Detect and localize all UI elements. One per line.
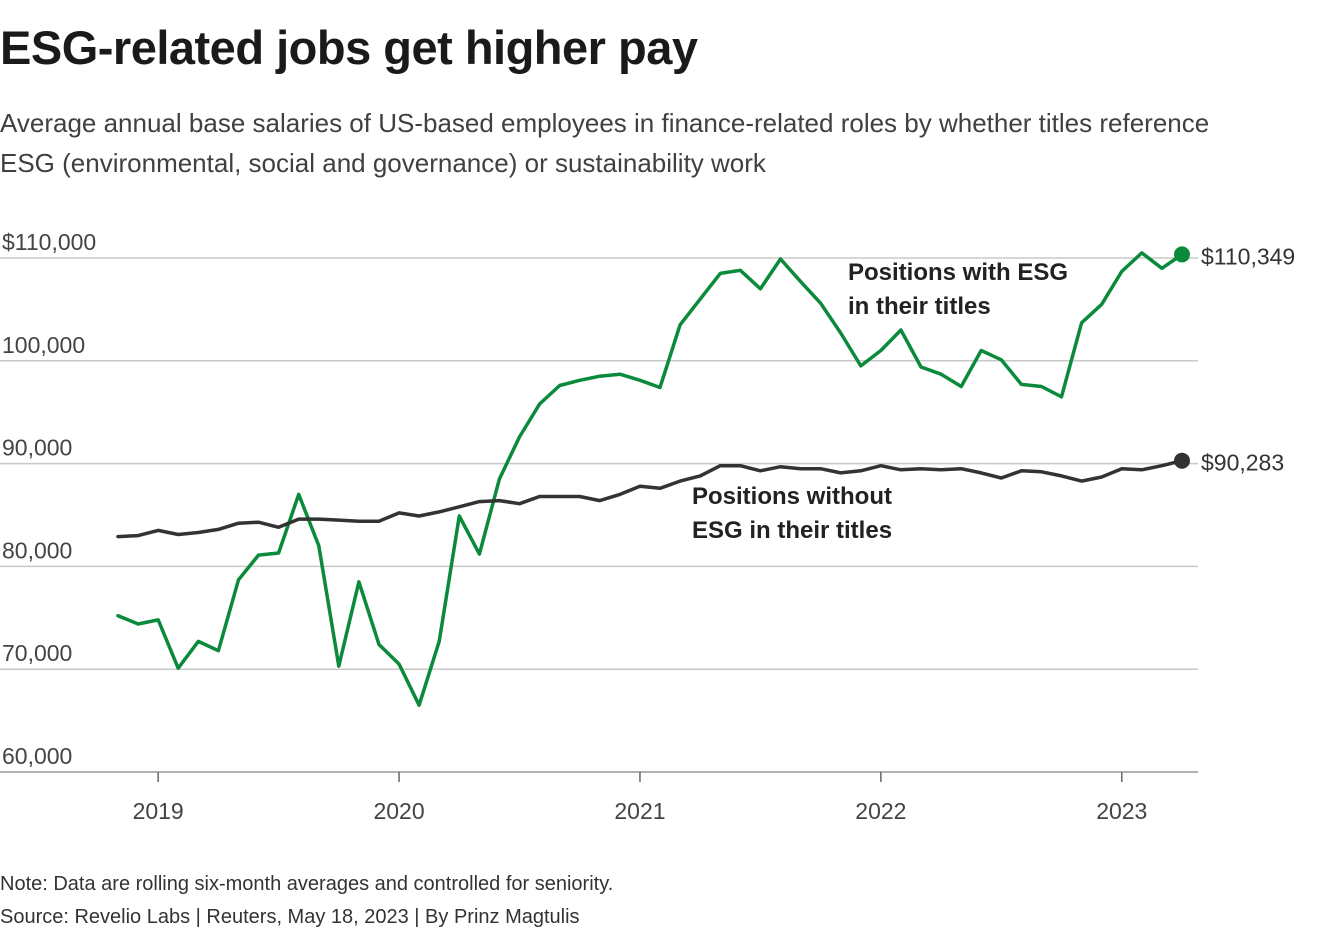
non-esg-end-label: $90,283 <box>1201 450 1284 476</box>
chart-source: Source: Revelio Labs | Reuters, May 18, … <box>0 906 580 928</box>
x-tick-label: 2021 <box>614 798 665 824</box>
esg-series-line <box>116 251 1184 707</box>
series-label-line: ESG in their titles <box>692 517 892 544</box>
x-tick-label: 2020 <box>373 798 424 824</box>
esg-end-point <box>1174 246 1190 263</box>
series-label-line: Positions with ESG <box>848 259 1068 286</box>
y-tick-label: 80,000 <box>2 537 72 563</box>
line-chart: 60,00070,00080,00090,000100,000$110,000 … <box>0 229 1295 824</box>
y-tick-label: $110,000 <box>2 229 96 255</box>
y-tick-label: 70,000 <box>2 640 72 666</box>
series-label-line: in their titles <box>848 293 991 320</box>
x-tick-label: 2022 <box>855 798 906 824</box>
series-label-line: Positions without <box>692 483 892 510</box>
chart-note: Note: Data are rolling six-month average… <box>0 873 614 895</box>
y-tick-label: 60,000 <box>2 743 72 769</box>
chart-title: ESG-related jobs get higher pay <box>0 21 698 74</box>
x-tick-label: 2019 <box>133 798 184 824</box>
esg-series-label: Positions with ESG in their titles <box>848 259 1068 320</box>
non-esg-series-line <box>116 458 1184 539</box>
x-tick-label: 2023 <box>1096 798 1147 824</box>
non-esg-end-point <box>1174 452 1190 469</box>
non-esg-series-label: Positions without ESG in their titles <box>692 483 892 544</box>
y-tick-label: 90,000 <box>2 435 72 461</box>
esg-end-label: $110,349 <box>1201 243 1295 269</box>
y-tick-label: 100,000 <box>2 332 85 358</box>
chart-subtitle: Average annual base salaries of US-based… <box>0 108 1210 178</box>
